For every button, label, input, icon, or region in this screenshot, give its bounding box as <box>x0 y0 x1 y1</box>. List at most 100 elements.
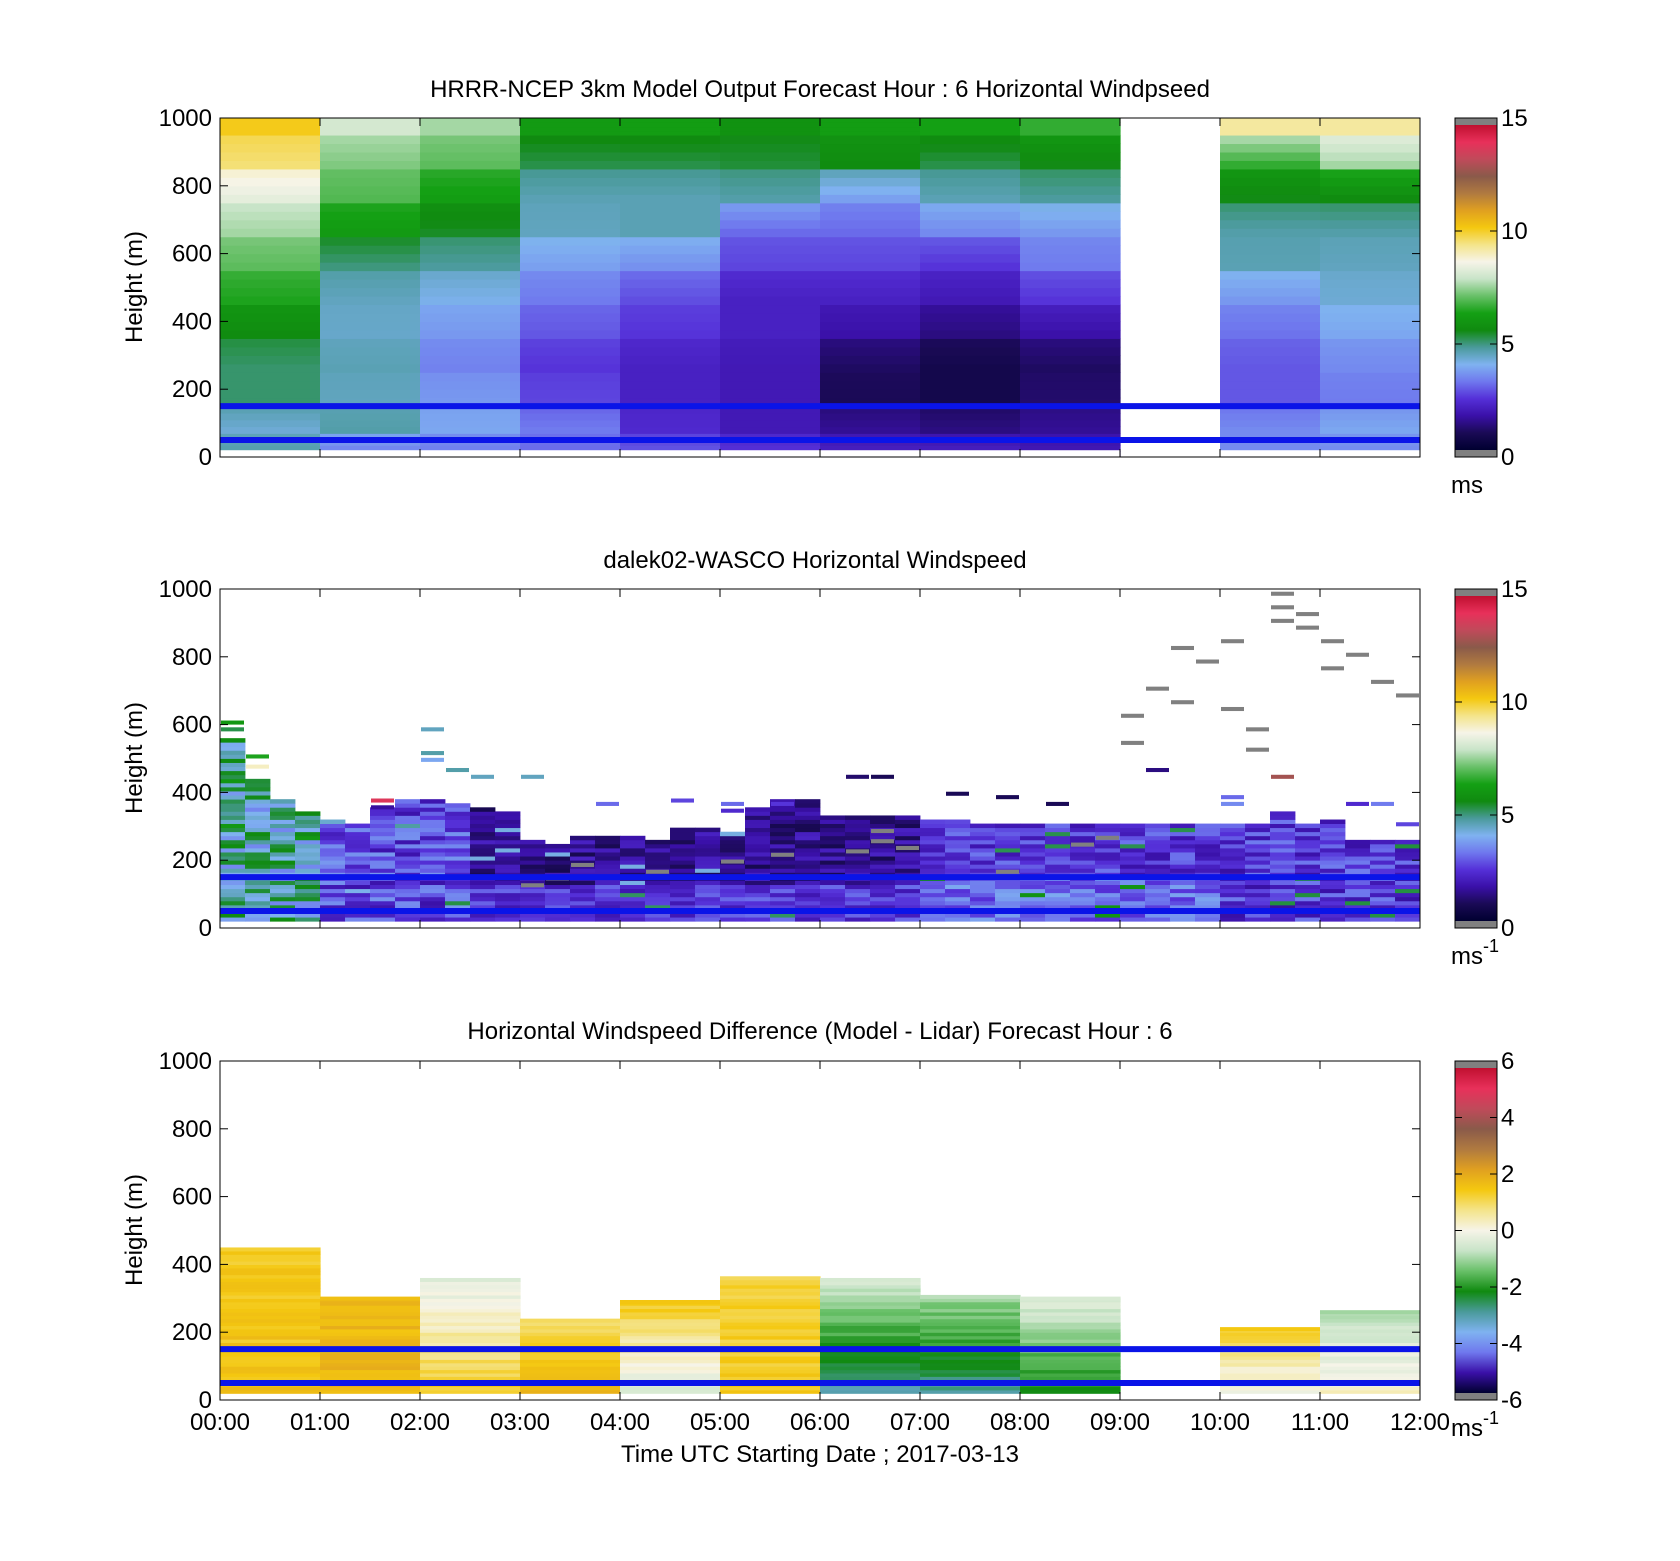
lidar-cell <box>970 888 996 894</box>
lidar-cell <box>1345 880 1371 886</box>
model-cell <box>520 304 621 314</box>
model-cell <box>1320 406 1420 414</box>
lidar-cell <box>1270 896 1296 902</box>
lidar-cell <box>1120 847 1146 853</box>
lidar-cell <box>1520 872 1545 876</box>
lidar-cell <box>595 839 621 845</box>
lidar-cell <box>1045 904 1071 910</box>
difference-cell <box>1220 1376 1321 1381</box>
lidar-cell <box>845 888 871 894</box>
lidar-cell <box>1320 847 1346 853</box>
model-cell <box>920 412 1021 421</box>
model-no-data-gap <box>920 450 1020 457</box>
model-cell <box>820 122 921 128</box>
model-cell <box>420 194 521 204</box>
lidar-cell <box>1170 864 1196 869</box>
model-cell <box>920 130 1021 136</box>
lidar-cell <box>1195 868 1221 873</box>
model-cell <box>420 445 521 452</box>
lidar-cell <box>870 900 896 906</box>
lidar-cell <box>1045 847 1071 853</box>
lidar-cell <box>770 896 796 902</box>
model-cell <box>420 160 521 170</box>
lidar-cell <box>795 811 821 816</box>
model-cell <box>420 228 521 238</box>
lidar-cell <box>370 917 396 922</box>
lidar-cell <box>1495 889 1520 893</box>
model-cell <box>420 295 521 306</box>
model-cell <box>220 160 321 170</box>
lidar-cell <box>570 913 596 918</box>
model-cell <box>320 380 421 390</box>
panel-model-ylabel: Height (m) <box>121 231 148 343</box>
lidar-cell <box>1045 896 1071 902</box>
lidar-cell <box>445 835 471 841</box>
lidar-cell <box>220 843 246 849</box>
model-cell <box>320 160 421 170</box>
lidar-cell <box>545 888 571 894</box>
lidar-cell <box>1320 835 1346 841</box>
lidar-cell <box>645 900 671 906</box>
lidar-scatter-cell <box>846 774 869 779</box>
difference-cell <box>320 1352 421 1357</box>
lidar-cell <box>770 888 796 894</box>
lidar-cell <box>470 896 496 902</box>
model-cell <box>620 295 721 306</box>
lidar-cell <box>1395 839 1420 845</box>
lidar-cell <box>1020 839 1046 845</box>
x-tick-label: 04:00 <box>590 1409 650 1436</box>
lidar-cell <box>1320 900 1346 906</box>
lidar-cell <box>370 827 396 833</box>
lidar-cell <box>645 847 671 853</box>
difference-cell <box>620 1311 721 1316</box>
model-cell <box>420 134 521 145</box>
lidar-cell <box>1545 905 1570 909</box>
lidar-scatter-cell <box>1571 826 1594 830</box>
difference-cell <box>220 1322 321 1327</box>
y-tick-label: 400 <box>172 1251 212 1278</box>
lidar-cell <box>1145 831 1171 837</box>
model-cell <box>920 253 1021 263</box>
model-cell <box>720 202 821 212</box>
model-cell <box>1220 126 1321 132</box>
lidar-cell <box>1520 856 1545 860</box>
lidar-cell <box>1370 896 1396 902</box>
lidar-cell <box>1045 839 1071 845</box>
lidar-cell <box>1120 868 1146 873</box>
lidar-cell <box>670 827 696 833</box>
difference-cell <box>1220 1338 1321 1343</box>
lidar-cell <box>1245 884 1271 890</box>
lidar-flagged-cell <box>1396 693 1419 698</box>
difference-cell <box>720 1352 821 1357</box>
lidar-cell <box>420 852 446 857</box>
lidar-cell <box>220 762 246 768</box>
lidar-cell <box>1370 847 1396 853</box>
model-cell <box>1020 253 1121 263</box>
lidar-cell <box>1520 848 1545 852</box>
lidar-cell <box>345 827 371 833</box>
model-cell <box>320 202 421 212</box>
lidar-cell <box>1545 913 1570 917</box>
lidar-cell <box>245 823 271 829</box>
difference-cell <box>320 1359 421 1364</box>
lidar-cell <box>1520 881 1545 885</box>
lidar-cell <box>570 892 596 898</box>
lidar-cell <box>1495 897 1520 901</box>
model-cell <box>820 168 921 178</box>
lidar-cell <box>1320 884 1346 890</box>
model-cell <box>520 126 621 132</box>
lidar-cell <box>945 835 971 841</box>
lidar-flagged-cell <box>521 883 544 888</box>
model-cell <box>1020 270 1121 280</box>
y-tick-label: 1000 <box>159 576 212 603</box>
lidar-cell <box>1145 864 1171 869</box>
lidar-cell <box>1345 888 1371 894</box>
lidar-flagged-cell <box>1596 693 1619 697</box>
lidar-cell <box>920 868 946 873</box>
model-cell <box>720 236 821 246</box>
lidar-flagged-cell <box>871 839 894 844</box>
lidar-cell <box>370 807 396 812</box>
lidar-cell <box>1045 880 1071 886</box>
lidar-scatter-cell <box>246 754 269 759</box>
lidar-cell <box>945 884 971 890</box>
